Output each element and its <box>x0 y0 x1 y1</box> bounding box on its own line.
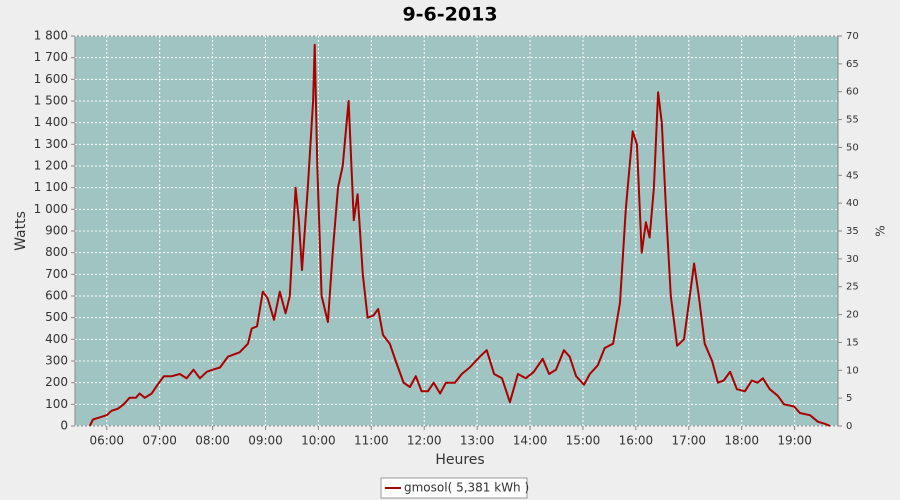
chart-title: 9-6-2013 <box>402 4 497 26</box>
y-tick-label: 1 200 <box>34 159 68 173</box>
y-tick-label: 300 <box>45 354 68 368</box>
y-tick-label: 900 <box>45 224 68 238</box>
y2-tick-label: 50 <box>846 142 859 153</box>
y2-tick-label: 40 <box>846 198 859 209</box>
x-tick-label: 15:00 <box>566 434 601 448</box>
y2-tick-label: 65 <box>846 59 859 70</box>
x-tick-label: 07:00 <box>142 434 177 448</box>
legend-label: gmosol( 5,381 kWh ) <box>404 481 529 495</box>
y2-tick-label: 60 <box>846 87 859 98</box>
line-series <box>88 43 831 427</box>
y2-tick-label: 5 <box>846 393 852 404</box>
y-tick-label: 800 <box>45 245 68 259</box>
y-tick-label: 200 <box>45 375 68 389</box>
x-tick-label: 06:00 <box>89 434 124 448</box>
y-tick-label: 1 600 <box>34 72 68 86</box>
y2-tick-label: 55 <box>846 115 859 126</box>
x-tick-label: 14:00 <box>513 434 548 448</box>
y-tick-label: 1 700 <box>34 50 68 64</box>
legend: gmosol( 5,381 kWh ) <box>380 477 529 499</box>
y-tick-label: 1 100 <box>34 180 68 194</box>
y2-tick-label: 45 <box>846 170 859 181</box>
y-tick-label: 1 400 <box>34 115 68 129</box>
y-axis-label: Watts <box>13 211 29 251</box>
y-tick-label: 1 000 <box>34 202 68 216</box>
x-axis-label: Heures <box>435 452 484 468</box>
y-tick-label: 700 <box>45 267 68 281</box>
y2-tick-label: 15 <box>846 337 859 348</box>
x-tick-label: 13:00 <box>460 434 495 448</box>
y-tick-label: 100 <box>45 397 68 411</box>
y2-tick-label: 25 <box>846 282 859 293</box>
y2-tick-label: 35 <box>846 226 859 237</box>
x-tick-label: 09:00 <box>248 434 283 448</box>
y-tick-label: 0 <box>60 419 68 433</box>
y-tick-label: 1 800 <box>34 29 68 43</box>
y2-tick-label: 0 <box>846 421 852 432</box>
x-tick-label: 10:00 <box>301 434 336 448</box>
x-tick-label: 16:00 <box>619 434 654 448</box>
x-tick-label: 18:00 <box>724 434 759 448</box>
y-tick-label: 400 <box>45 332 68 346</box>
y2-tick-label: 30 <box>846 254 859 265</box>
y-tick-label: 1 500 <box>34 94 68 108</box>
y2-tick-label: 10 <box>846 365 859 376</box>
y2-axis-label: % <box>874 225 888 236</box>
y-tick-label: 600 <box>45 289 68 303</box>
x-tick-label: 12:00 <box>407 434 442 448</box>
x-tick-label: 17:00 <box>671 434 706 448</box>
legend-box <box>380 477 528 499</box>
y2-tick-label: 20 <box>846 310 859 321</box>
y-tick-label: 1 300 <box>34 137 68 151</box>
x-tick-label: 08:00 <box>195 434 230 448</box>
y2-tick-label: 70 <box>846 31 859 42</box>
x-tick-label: 19:00 <box>777 434 812 448</box>
y-tick-label: 500 <box>45 310 68 324</box>
x-tick-label: 11:00 <box>354 434 389 448</box>
